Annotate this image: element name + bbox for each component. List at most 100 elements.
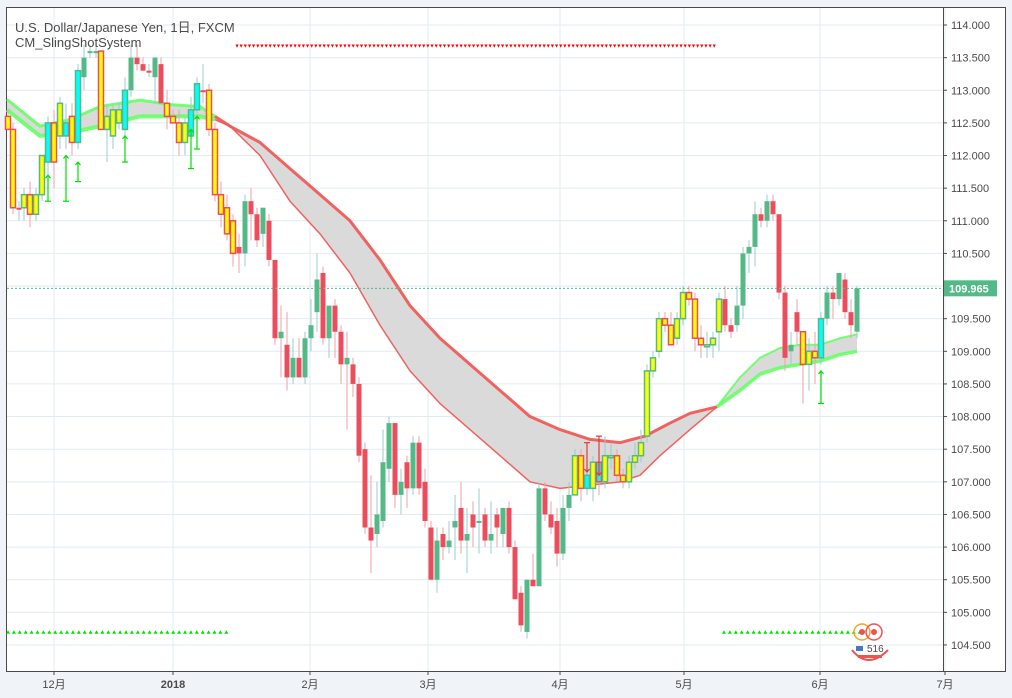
sell-signal-icon [426,44,430,48]
sell-signal-icon [430,44,434,48]
sell-signal-icon [322,44,326,48]
buy-signal-icon [159,630,164,634]
buy-signal-icon [792,630,797,634]
time-axis[interactable]: 12月 2018 2月 3月 4月 5月 6月 7月 [7,671,954,691]
buy-signal-icon [171,630,176,634]
time-tick-label: 3月 [419,679,436,691]
candle-body [175,122,183,144]
candle-body [109,109,117,137]
buy-signal-icon [135,630,140,634]
candle-body [740,253,746,306]
candle-body [566,494,572,508]
price-tick-label: 105.500 [951,575,991,587]
sell-signal-icon [339,44,343,48]
buy-signal-icon [41,630,46,634]
candle-body [20,193,28,209]
sell-signal-icon [343,44,347,48]
sell-signal-icon [281,44,285,48]
candle-body [776,214,782,293]
candle-body [577,454,585,490]
sell-signal-icon [563,44,567,48]
arrow-up-icon [63,154,69,159]
candle-body [746,246,752,254]
buy-signal-icon [76,630,81,634]
candle-body [398,481,404,495]
sell-signal-icon [704,44,708,48]
candles [4,44,860,639]
entry-arrows [45,115,824,477]
sell-signal-icon [642,44,646,48]
candle-body [146,70,152,73]
candle-body [97,50,105,131]
candle-body [386,423,392,469]
sell-signal-icon [484,44,488,48]
sell-signal-icon [687,44,691,48]
candle-body [722,299,728,326]
sell-signal-icon [335,44,339,48]
time-tick-label: 2月 [301,679,318,691]
candle-body [140,64,146,71]
ema-slow-bear [214,118,718,490]
flag-stripe [858,655,882,658]
time-tick-label: 4月 [551,679,568,691]
candle-body [290,357,296,378]
candle-body [223,206,231,235]
arrow-up-icon [818,369,824,375]
sell-signal-icon [438,44,442,48]
candle-body [115,109,123,124]
candle-body [9,128,17,209]
sell-signal-icon [409,44,413,48]
sell-signal-icon [289,44,293,48]
sell-signal-icon [380,44,384,48]
price-tick-label: 111.500 [951,183,989,195]
sell-signal-icon [293,44,297,48]
buy-signal-icon [177,630,182,634]
buy-signal-icon [100,630,105,634]
sell-signal-icon [326,44,330,48]
candle-body [506,507,512,548]
buy-signal-icon [798,630,803,634]
buy-signal-icon [129,630,134,634]
candle-body [571,454,579,496]
price-tick-label: 113.000 [951,85,990,97]
candle-body [410,442,416,489]
sell-signal-icon [301,44,305,48]
sell-signal-icon [588,44,592,48]
candle-body [428,527,434,580]
indicator-name[interactable]: CM_SlingShotSystem [15,35,142,50]
sell-signal-icon [571,44,575,48]
candle-body [181,122,189,144]
sell-signal-icon [256,44,260,48]
price-tick-label: 113.500 [951,53,990,65]
sell-signal-icon [318,44,322,48]
buy-signal-icon [141,630,146,634]
buy-signal-icon [53,630,58,634]
buy-signal-icon [118,630,123,634]
candle-body [254,214,260,241]
candle-body [368,527,374,541]
sell-signal-icon [260,44,264,48]
sell-signal-icon [467,44,471,48]
sell-signal-icon [584,44,588,48]
buy-signal-icon [106,630,111,634]
candle-body [817,317,825,359]
sell-signal-icon [447,44,451,48]
candle-body [830,292,836,300]
candle-body [494,514,500,528]
buy-signal-icon [112,630,117,634]
signal-markers [6,44,862,634]
price-axis[interactable]: 114.000 113.500 113.000 112.500 112.000 111.5… [943,8,997,671]
sell-signal-icon [600,44,604,48]
buy-signal-icon [722,630,726,634]
candle-body [649,357,657,372]
buy-signal-icon [82,630,87,634]
candle-body [128,57,134,91]
candle-body [338,331,344,365]
sell-signal-icon [422,44,426,48]
notification-badge[interactable]: 516 [851,623,889,661]
sell-signal-icon [505,44,509,48]
sell-signal-icon [700,44,704,48]
sell-signal-icon [708,44,712,48]
sell-signal-icon [596,44,600,48]
